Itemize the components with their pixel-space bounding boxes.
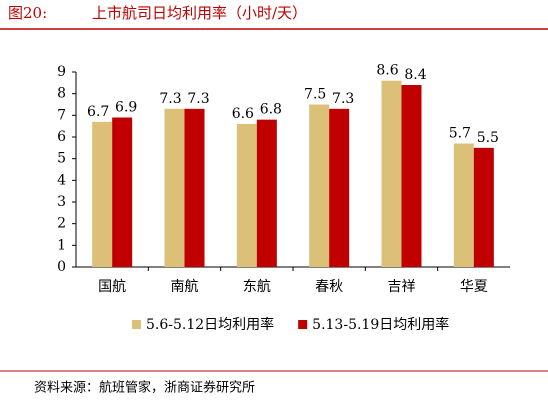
y-tick-label: 4 (57, 172, 66, 188)
bar (329, 108, 350, 267)
value-label: 6.6 (232, 106, 254, 122)
y-tick-label: 1 (57, 237, 66, 253)
bar (381, 80, 402, 268)
bar (473, 147, 494, 267)
legend-label: 5.6-5.12日均利用率 (146, 316, 274, 333)
chart-title-label: 图20: (8, 4, 47, 22)
legend-swatch (132, 320, 141, 329)
y-tick-label: 0 (57, 259, 66, 275)
x-tick-label: 东航 (243, 279, 271, 295)
value-label: 6.9 (115, 100, 137, 116)
chart-title: 上市航司日均利用率（小时/天） (92, 4, 307, 22)
x-tick-label: 春秋 (315, 279, 343, 295)
y-tick-label: 2 (57, 216, 66, 232)
bar (236, 124, 257, 267)
y-tick-label: 5 (57, 151, 66, 167)
y-tick-label: 7 (57, 107, 66, 123)
bar (184, 108, 205, 267)
x-tick-label: 南航 (171, 279, 199, 295)
value-label: 7.3 (332, 91, 354, 107)
y-tick-label: 6 (57, 129, 66, 145)
bar (92, 121, 113, 267)
value-label: 6.8 (260, 102, 282, 118)
bar (112, 117, 133, 267)
y-tick-label: 8 (57, 86, 66, 102)
value-label: 5.7 (449, 126, 471, 142)
bar (164, 108, 185, 267)
bar (309, 104, 330, 267)
legend-swatch (298, 320, 308, 329)
x-tick-label: 吉祥 (388, 279, 416, 295)
value-label: 5.5 (477, 130, 499, 146)
legend-label: 5.13-5.19日均利用率 (312, 316, 449, 333)
bar (401, 85, 422, 267)
value-label: 8.4 (404, 67, 426, 83)
y-tick-label: 9 (57, 64, 66, 80)
x-tick-label: 华夏 (460, 279, 488, 295)
y-tick-label: 3 (57, 194, 66, 210)
bar (453, 143, 474, 267)
value-label: 6.7 (87, 104, 109, 120)
source: 资料来源：航班管家，浙商证券研究所 (34, 380, 255, 396)
value-label: 7.3 (159, 91, 181, 107)
x-tick-label: 国航 (98, 279, 126, 295)
value-label: 7.3 (187, 91, 209, 107)
value-label: 7.5 (304, 87, 326, 103)
value-label: 8.6 (376, 63, 398, 79)
bar (256, 119, 277, 268)
